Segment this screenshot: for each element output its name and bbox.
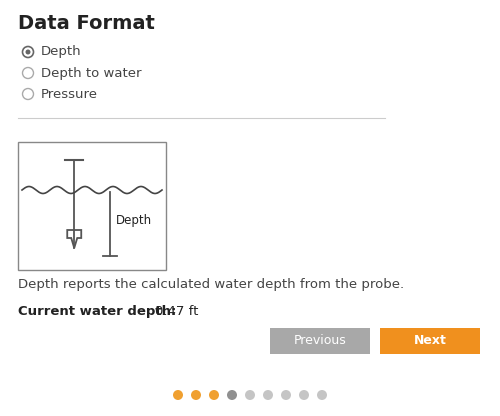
Circle shape — [227, 390, 237, 400]
Text: Pressure: Pressure — [41, 87, 98, 101]
Circle shape — [173, 390, 183, 400]
Text: Previous: Previous — [294, 334, 346, 347]
Circle shape — [191, 390, 201, 400]
Bar — [380, 328, 480, 354]
Text: Current water depth:: Current water depth: — [18, 305, 176, 318]
Bar — [18, 142, 166, 270]
Text: Depth: Depth — [116, 214, 152, 227]
Circle shape — [299, 390, 309, 400]
Circle shape — [209, 390, 219, 400]
Text: Depth reports the calculated water depth from the probe.: Depth reports the calculated water depth… — [18, 278, 404, 291]
Bar — [270, 328, 370, 354]
Circle shape — [245, 390, 255, 400]
Circle shape — [263, 390, 273, 400]
Text: Depth: Depth — [41, 45, 82, 59]
Circle shape — [281, 390, 291, 400]
Text: 0.47 ft: 0.47 ft — [155, 305, 198, 318]
Circle shape — [26, 50, 30, 54]
Text: Depth to water: Depth to water — [41, 67, 141, 79]
Text: Data Format: Data Format — [18, 14, 155, 33]
Text: Next: Next — [414, 334, 446, 347]
Circle shape — [317, 390, 327, 400]
